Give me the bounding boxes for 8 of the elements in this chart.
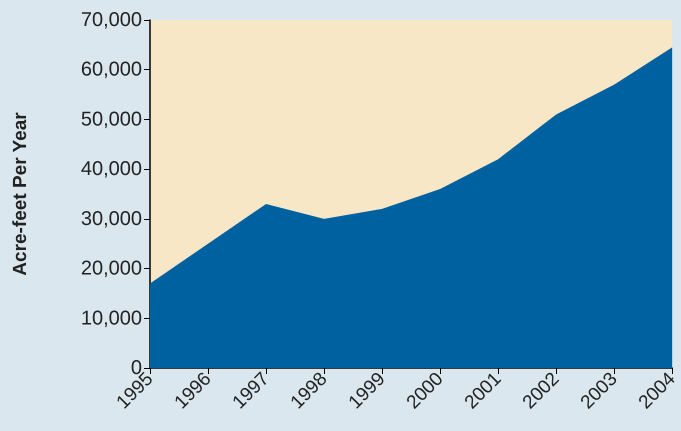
y-tick-label: 10,000 [80,307,142,330]
y-tick-label: 70,000 [80,9,142,31]
y-axis-title: Acre-feet Per Year [10,112,31,276]
y-tick-label: 60,000 [80,58,142,81]
y-tick-label: 40,000 [80,158,142,180]
y-tick-label: 30,000 [80,208,142,230]
y-tick-label: 20,000 [80,258,142,280]
y-tick-label: 50,000 [80,108,142,130]
